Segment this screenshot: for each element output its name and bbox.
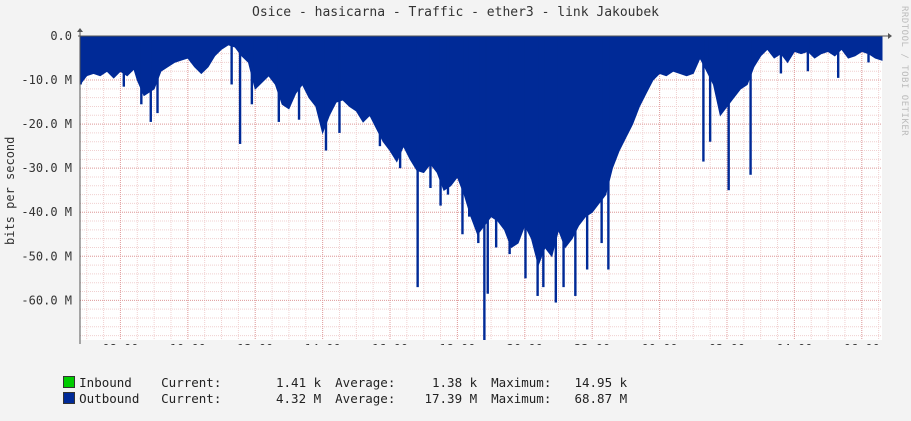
x-tick-label: 10:00 xyxy=(170,342,206,345)
outbound-swatch-icon xyxy=(63,392,76,404)
outbound-spike xyxy=(250,36,254,105)
outbound-spike xyxy=(749,36,752,175)
outbound-spike xyxy=(429,36,432,188)
legend-name: Outbound xyxy=(79,391,140,406)
outbound-spike xyxy=(149,36,152,122)
average-label: Average: xyxy=(335,391,396,406)
maximum-value: 14.95 k xyxy=(574,375,628,390)
outbound-spike xyxy=(398,36,402,169)
y-tick-label: -30.0 M xyxy=(21,161,72,175)
outbound-spike xyxy=(508,36,511,255)
maximum-label: Maximum: xyxy=(491,375,552,390)
outbound-spike xyxy=(140,36,143,105)
outbound-spike xyxy=(727,36,730,191)
current-label: Current: xyxy=(161,375,222,390)
y-tick-label: 0.0 xyxy=(50,29,72,43)
x-axis-arrow-icon xyxy=(888,33,892,39)
outbound-spike xyxy=(416,36,419,288)
x-tick-label: 18:00 xyxy=(439,342,475,345)
y-axis-arrow-icon xyxy=(77,28,83,32)
outbound-spike xyxy=(156,36,159,114)
y-tick-label: -20.0 M xyxy=(21,117,72,131)
outbound-spike xyxy=(297,36,301,120)
outbound-spike xyxy=(574,36,577,296)
outbound-spike xyxy=(542,36,545,288)
x-tick-label: 16:00 xyxy=(372,342,408,345)
outbound-spike xyxy=(483,36,486,340)
current-value: 4.32 M xyxy=(276,391,322,406)
x-tick-labels: 08:00 10:00 12:00 14:00 16:00 18:00 20:00 22:00… xyxy=(102,342,879,345)
outbound-spike xyxy=(439,36,442,206)
outbound-spike xyxy=(806,36,810,72)
y-tick-label: -10.0 M xyxy=(21,73,72,87)
y-tick-label: -50.0 M xyxy=(21,249,72,263)
outbound-spike xyxy=(461,36,464,235)
outbound-area xyxy=(79,35,883,340)
average-value: 1.38 k xyxy=(432,375,478,390)
outbound-spike xyxy=(486,36,489,294)
outbound-spike xyxy=(524,36,527,279)
inbound-swatch-icon xyxy=(63,376,76,388)
current-label: Current: xyxy=(161,391,222,406)
outbound-spike xyxy=(378,36,382,147)
x-tick-label: 02:00 xyxy=(709,342,745,345)
outbound-spike xyxy=(477,36,480,244)
outbound-spike xyxy=(122,36,126,87)
axes xyxy=(77,28,892,344)
y-tick-label: -60.0 M xyxy=(21,293,72,307)
x-tick-label: 20:00 xyxy=(507,342,543,345)
chart-svg: 0.0 -10.0 M -20.0 M -30.0 M -40.0 M -50.0 M -6… xyxy=(21,28,892,345)
current-value: 1.41 k xyxy=(276,375,322,390)
outbound-spike xyxy=(779,36,783,74)
x-tick-label: 08:00 xyxy=(102,342,138,345)
average-value: 17.39 M xyxy=(424,391,478,406)
outbound-spike xyxy=(607,36,610,270)
outbound-spike xyxy=(836,36,840,78)
outbound-spike xyxy=(446,36,450,195)
legend-row-outbound: Outbound Current: 4.32 M Average: 17.39 M Max… xyxy=(18,376,627,421)
outbound-spike xyxy=(702,36,705,162)
rrdtool-credit: RRDTOOL / TOBI OETIKER xyxy=(899,6,909,137)
maximum-value: 68.87 M xyxy=(574,391,628,406)
outbound-spike xyxy=(494,36,498,248)
outbound-spike xyxy=(536,36,539,296)
chart-title: Osice - hasicarna - Traffic - ether3 - l… xyxy=(252,5,659,20)
outbound-spike xyxy=(585,36,589,270)
outbound-spike xyxy=(562,36,565,288)
rrd-graph: Osice - hasicarna - Traffic - ether3 - l… xyxy=(3,5,909,406)
outbound-spike xyxy=(867,36,870,63)
outbound-spike xyxy=(554,36,558,303)
outbound-spike xyxy=(79,36,82,85)
outbound-spike xyxy=(468,36,471,217)
y-tick-label: -40.0 M xyxy=(21,205,72,219)
maximum-label: Maximum: xyxy=(491,391,552,406)
x-tick-label: 14:00 xyxy=(305,342,341,345)
x-tick-label: 04:00 xyxy=(776,342,812,345)
legend-row-inbound: Inbound Current: 1.41 k Average: 1.38 k Maxim… xyxy=(18,360,627,405)
y-tick-labels: 0.0 -10.0 M -20.0 M -30.0 M -40.0 M -50.0 M -6… xyxy=(21,29,72,307)
outbound-spike xyxy=(324,36,328,151)
outbound-spike xyxy=(230,36,233,85)
x-tick-label: 06:00 xyxy=(844,342,880,345)
average-label: Average: xyxy=(335,375,396,390)
legend-name: Inbound xyxy=(79,375,132,390)
outbound-spike xyxy=(600,36,603,244)
x-tick-label: 12:00 xyxy=(237,342,273,345)
legend: Inbound Current: 1.41 k Average: 1.38 k Maxim… xyxy=(18,360,627,420)
outbound-spike xyxy=(338,36,341,133)
outbound-spike xyxy=(708,36,712,142)
x-tick-label: 22:00 xyxy=(574,342,610,345)
outbound-spike xyxy=(238,36,242,144)
outbound-spike xyxy=(277,36,281,122)
x-tick-label: 00:00 xyxy=(642,342,678,345)
